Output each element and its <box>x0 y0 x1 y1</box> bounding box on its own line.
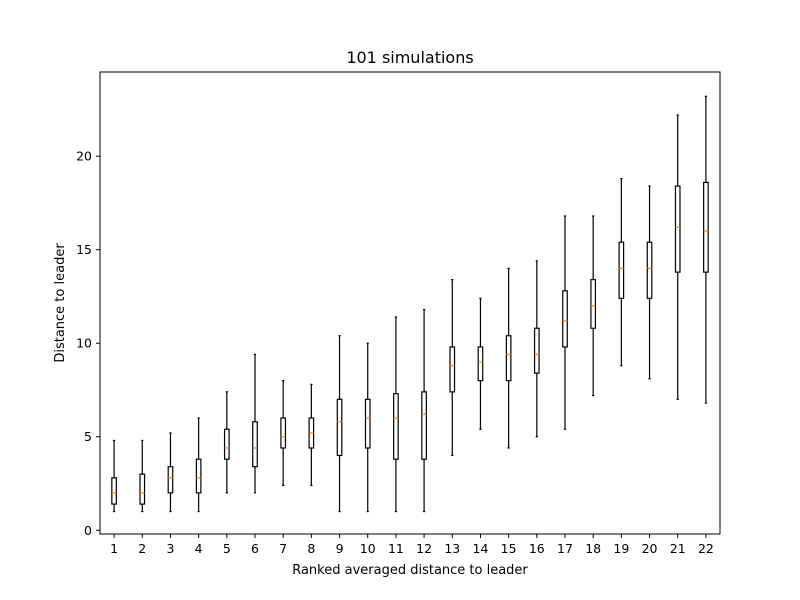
iqr-box <box>167 466 174 494</box>
x-tick-label: 3 <box>166 541 174 556</box>
x-tick-label: 21 <box>670 541 686 556</box>
y-axis-ticks: 0 5 10 15 20 <box>76 149 100 538</box>
iqr-box <box>703 181 709 273</box>
iqr-box <box>336 398 343 457</box>
iqr-box <box>505 335 512 382</box>
box-17 <box>562 215 568 430</box>
y-tick-label: 10 <box>76 336 92 351</box>
x-tick-label: 4 <box>195 541 203 556</box>
iqr-box <box>674 185 681 273</box>
x-axis-label: Ranked averaged distance to leader <box>292 563 528 578</box>
y-tick-label: 0 <box>84 523 92 538</box>
box-10 <box>364 342 371 513</box>
y-tick-label: 5 <box>84 429 92 444</box>
iqr-box <box>449 346 456 393</box>
box-16 <box>533 260 540 438</box>
box-marks <box>111 95 709 513</box>
x-tick-label: 12 <box>416 541 432 556</box>
plot-frame <box>99 71 721 535</box>
box-15 <box>505 267 512 449</box>
iqr-box <box>421 391 427 460</box>
iqr-box <box>195 458 202 494</box>
x-tick-label: 10 <box>360 541 376 556</box>
box-13 <box>449 279 456 457</box>
iqr-box <box>562 290 568 348</box>
box-18 <box>590 215 597 397</box>
iqr-box <box>477 346 484 382</box>
box-7 <box>280 380 287 486</box>
iqr-box <box>590 279 597 329</box>
box-5 <box>223 391 230 494</box>
x-tick-label: 20 <box>642 541 658 556</box>
iqr-box <box>533 327 540 374</box>
box-4 <box>195 417 202 513</box>
iqr-box <box>111 477 117 505</box>
x-tick-label: 1 <box>110 541 118 556</box>
box-11 <box>393 316 399 513</box>
x-tick-label: 2 <box>138 541 146 556</box>
box-8 <box>308 383 315 486</box>
x-tick-label: 7 <box>279 541 287 556</box>
box-14 <box>477 297 484 430</box>
box-6 <box>252 353 258 494</box>
x-tick-label: 16 <box>529 541 545 556</box>
box-3 <box>167 432 174 513</box>
y-axis-label: Distance to leader <box>53 243 68 363</box>
iqr-box <box>280 417 287 449</box>
x-tick-label: 13 <box>444 541 460 556</box>
iqr-box <box>223 428 230 460</box>
iqr-box <box>393 393 399 460</box>
chart-title: 101 simulations <box>346 48 473 67</box>
iqr-box <box>139 473 146 505</box>
x-tick-label: 5 <box>223 541 231 556</box>
iqr-box <box>618 241 625 299</box>
box-19 <box>618 178 625 367</box>
x-tick-label: 11 <box>388 541 404 556</box>
iqr-box <box>646 241 653 299</box>
x-tick-label: 14 <box>473 541 489 556</box>
y-tick-label: 15 <box>76 242 92 257</box>
x-tick-label: 22 <box>698 541 714 556</box>
box-12 <box>421 308 427 513</box>
x-tick-label: 6 <box>251 541 259 556</box>
iqr-box <box>364 398 371 449</box>
x-tick-label: 17 <box>557 541 573 556</box>
box-1 <box>111 439 117 513</box>
box-20 <box>646 185 653 380</box>
x-tick-label: 18 <box>585 541 601 556</box>
iqr-box <box>252 421 258 468</box>
x-tick-label: 15 <box>501 541 517 556</box>
box-9 <box>336 335 343 513</box>
box-2 <box>139 439 146 513</box>
x-tick-label: 19 <box>613 541 629 556</box>
box-22 <box>703 95 709 404</box>
box-21 <box>674 114 681 400</box>
y-tick-label: 20 <box>76 149 92 164</box>
x-tick-label: 9 <box>336 541 344 556</box>
x-axis-ticks: 1 2 3 4 5 6 7 8 9 10 11 12 13 14 15 16 17 18 19 20 21 22 <box>110 534 714 556</box>
x-tick-label: 8 <box>307 541 315 556</box>
